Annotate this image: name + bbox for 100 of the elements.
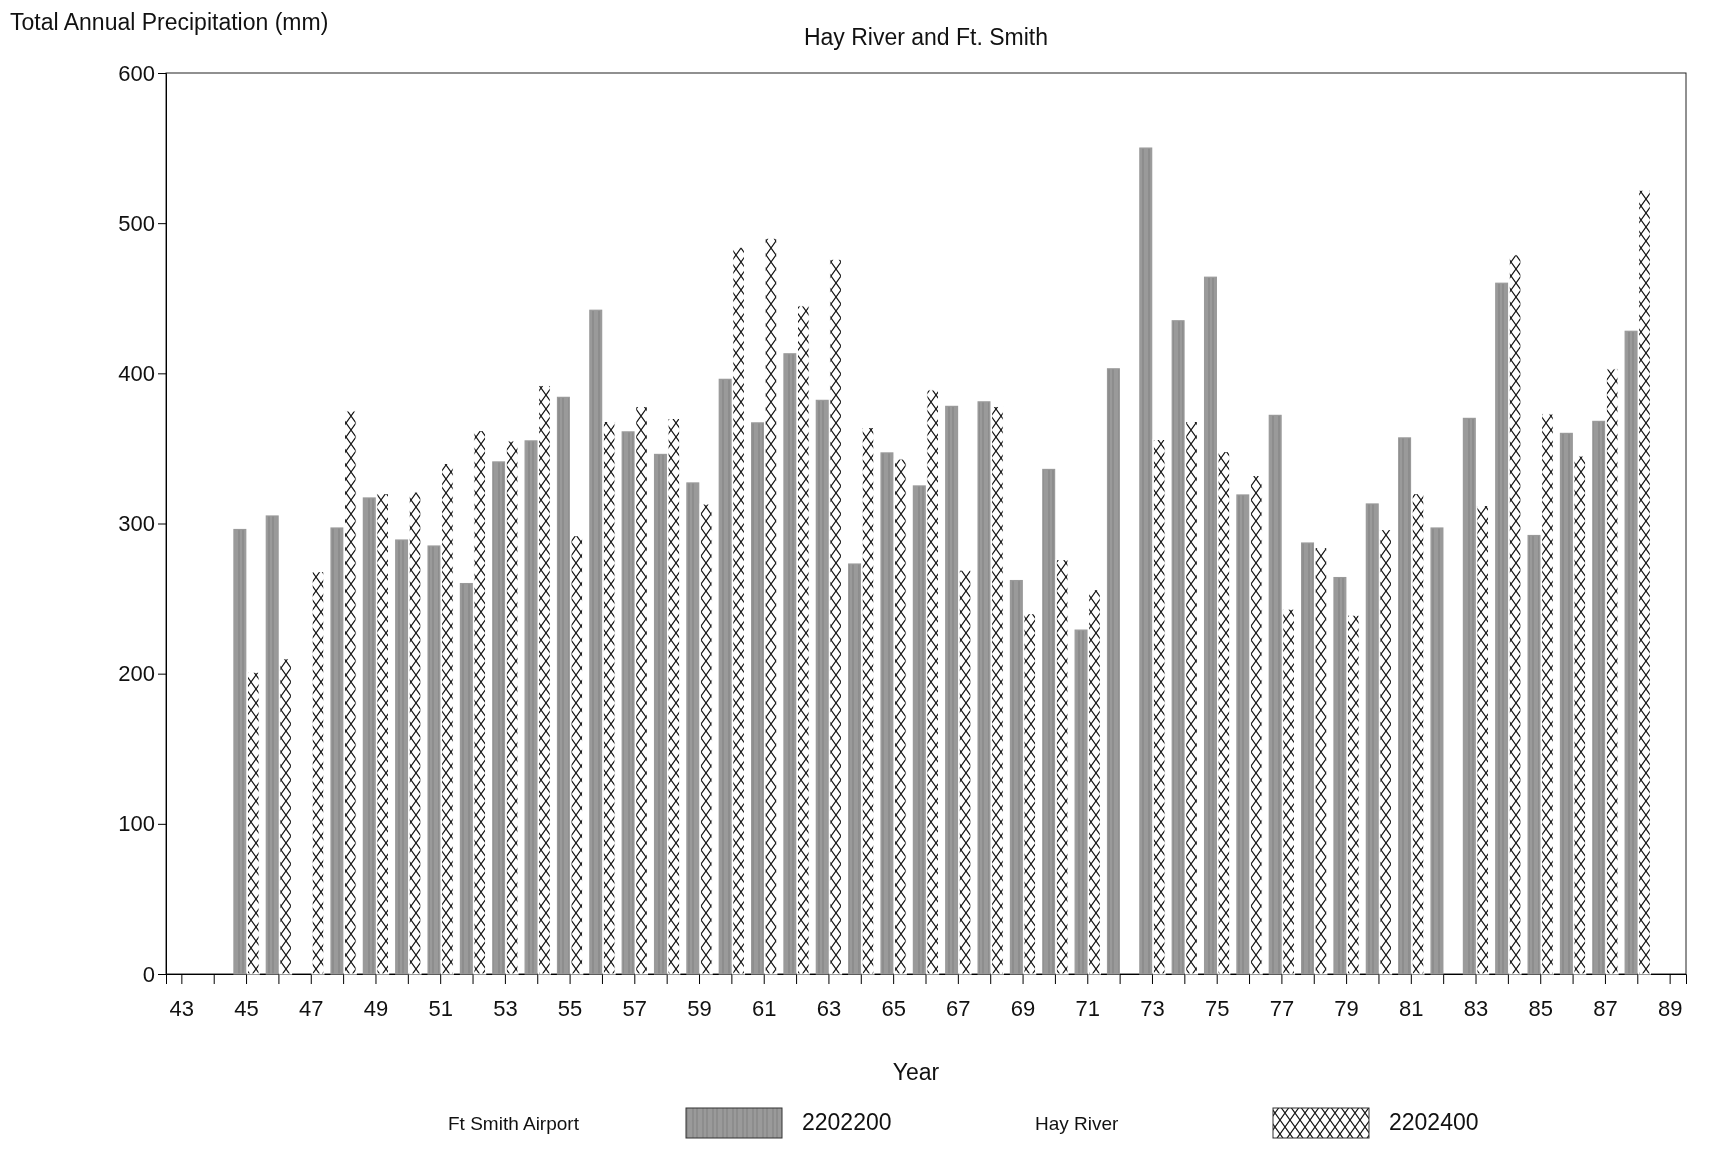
bar [990, 405, 1004, 975]
bar [880, 452, 894, 975]
chart-title: Hay River and Ft. Smith [803, 24, 1049, 50]
y-tick-label: 600 [118, 60, 155, 86]
legend-label: 2202400 [1389, 1109, 1479, 1135]
bar [279, 658, 293, 975]
bar [977, 401, 991, 975]
bar [1476, 504, 1490, 975]
x-tick-label: 61 [751, 995, 777, 1021]
bar [1333, 576, 1347, 975]
bar [1346, 614, 1360, 975]
x-tick-label: 83 [1463, 995, 1489, 1021]
bar [1074, 629, 1088, 975]
bar [537, 384, 551, 975]
x-tick-label: 59 [687, 995, 712, 1021]
bar [246, 671, 260, 975]
bar [1152, 438, 1166, 975]
bar [861, 426, 875, 975]
bar [556, 396, 570, 975]
bar [1411, 492, 1425, 975]
bar [1379, 528, 1393, 975]
bar [1301, 542, 1315, 975]
bar [893, 458, 907, 975]
bar [1527, 534, 1541, 975]
legend-label: 2202200 [802, 1109, 892, 1135]
y-axis-title: Total Annual Precipitation (mm) [10, 9, 329, 35]
bar [233, 528, 247, 975]
bar [958, 569, 972, 975]
bar [1624, 330, 1638, 975]
bar [427, 545, 441, 975]
bar [1042, 468, 1056, 975]
bar [505, 440, 519, 975]
bar [1171, 320, 1185, 975]
bar [1106, 368, 1120, 975]
bar [1023, 613, 1037, 975]
x-tick-label: 53 [493, 995, 518, 1021]
bar [1203, 276, 1217, 975]
bar [926, 389, 940, 975]
bar [570, 534, 584, 975]
bar [1540, 413, 1554, 975]
y-tick-label: 400 [118, 360, 155, 386]
bar [667, 417, 681, 975]
bar [1495, 282, 1509, 975]
bar [408, 491, 422, 975]
bar [440, 462, 454, 975]
x-tick-label: 89 [1657, 995, 1683, 1021]
y-tick-label: 500 [118, 210, 155, 236]
bar [1638, 189, 1652, 975]
bar [1282, 608, 1296, 975]
x-tick-label: 79 [1334, 995, 1359, 1021]
bar [686, 482, 700, 975]
bar [635, 405, 649, 975]
bar [1559, 432, 1573, 975]
bar [1398, 437, 1412, 975]
bar [1217, 450, 1231, 975]
y-tick-label: 0 [142, 961, 155, 987]
text: Hay River [1035, 1113, 1120, 1134]
bar [699, 503, 713, 975]
bar [1009, 579, 1023, 975]
x-axis-title: Year [892, 1059, 940, 1085]
bar [1462, 417, 1476, 975]
bar [848, 563, 862, 975]
bar [1430, 527, 1444, 975]
x-tick-label: 51 [428, 995, 453, 1021]
x-tick-label: 49 [363, 995, 389, 1021]
bar [395, 539, 409, 975]
bar [473, 429, 487, 975]
bar [764, 237, 778, 975]
x-tick-label: 55 [557, 995, 583, 1021]
bar [621, 431, 635, 975]
bar [459, 582, 473, 975]
x-tick-label: 87 [1593, 995, 1618, 1021]
bar [1268, 414, 1282, 975]
bar [602, 420, 616, 975]
bar [311, 570, 325, 975]
x-tick-label: 67 [946, 995, 971, 1021]
bar [1508, 254, 1522, 975]
x-tick-label: 43 [169, 995, 195, 1021]
bar [751, 422, 765, 975]
x-tick-label: 77 [1269, 995, 1295, 1021]
y-tick-label: 200 [118, 661, 155, 687]
x-tick-label: 47 [299, 995, 324, 1021]
bar [1573, 455, 1587, 975]
x-tick-label: 73 [1140, 995, 1165, 1021]
bar [1087, 588, 1101, 975]
bar [492, 461, 506, 975]
x-tick-label: 69 [1010, 995, 1036, 1021]
bar [796, 305, 810, 975]
bar [362, 497, 376, 975]
x-tick-label: 75 [1204, 995, 1230, 1021]
bar [376, 492, 390, 975]
y-tick-label: 100 [118, 811, 155, 837]
bar [732, 246, 746, 975]
x-tick-label: 57 [622, 995, 648, 1021]
bar [815, 399, 829, 975]
bar [653, 453, 667, 975]
bar [1592, 420, 1606, 975]
bar [783, 353, 797, 975]
x-tick-label: 63 [816, 995, 842, 1021]
bar [945, 405, 959, 975]
